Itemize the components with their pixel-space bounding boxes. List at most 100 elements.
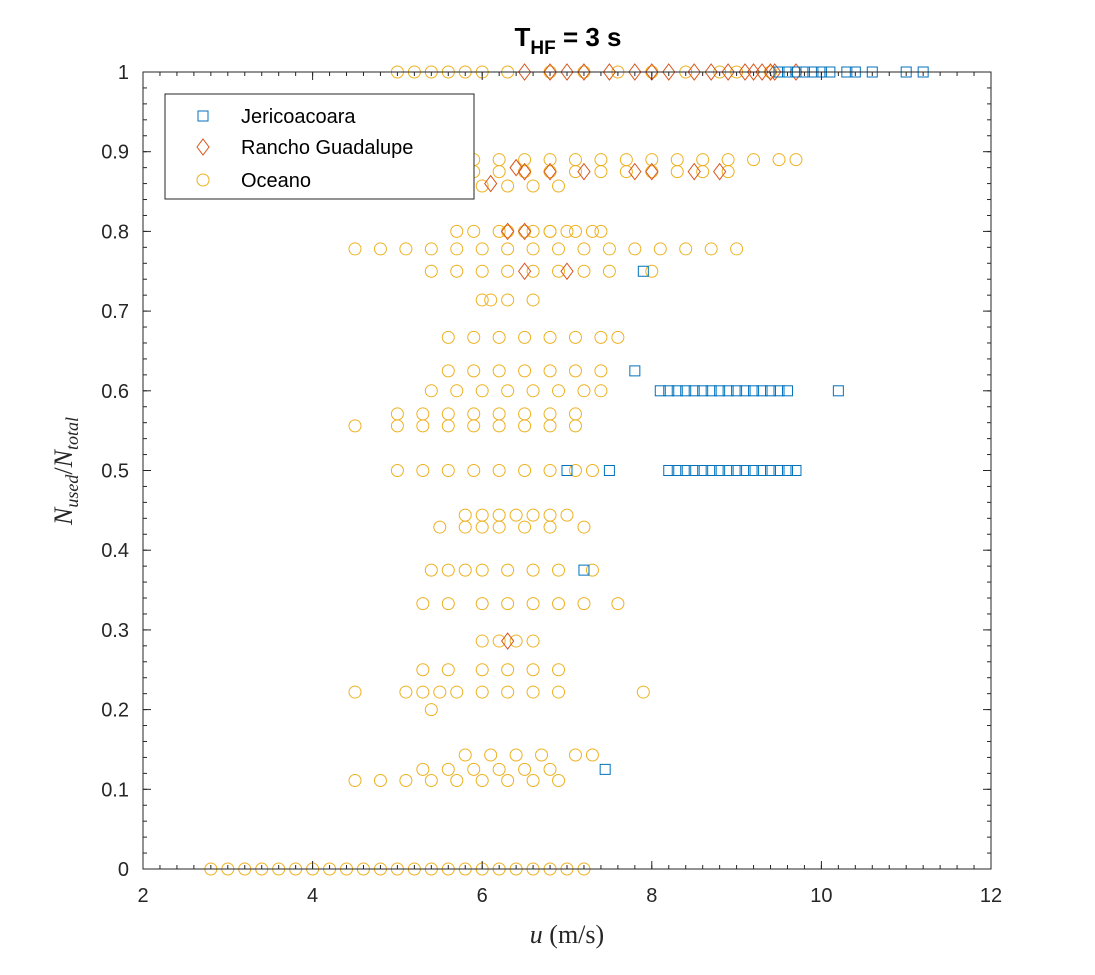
x-tick-label: 4 [307, 885, 318, 907]
point-oceano [560, 224, 574, 238]
point-oceano [636, 685, 650, 699]
point-oceano [552, 264, 566, 278]
point-oceano [348, 774, 362, 788]
point-oceano [475, 264, 489, 278]
point-oceano [585, 563, 599, 577]
point-oceano [373, 242, 387, 256]
point-oceano [645, 165, 659, 179]
point-jericoacoara [663, 385, 675, 397]
point-oceano [518, 407, 532, 421]
point-oceano [594, 330, 608, 344]
point-oceano [416, 762, 430, 776]
point-oceano [467, 330, 481, 344]
point-rancho-guadalupe [602, 63, 617, 81]
point-oceano [526, 634, 540, 648]
point-rancho-guadalupe [704, 63, 718, 81]
point-oceano [577, 384, 591, 398]
point-oceano [424, 242, 438, 256]
point-oceano [585, 224, 599, 238]
point-oceano [543, 165, 557, 179]
point-oceano [526, 685, 540, 699]
point-oceano [543, 330, 557, 344]
point-oceano [526, 264, 540, 278]
y-axis-base1: N [49, 506, 78, 526]
point-rancho-guadalupe [687, 63, 701, 81]
point-rancho-guadalupe [687, 162, 701, 181]
point-oceano [492, 153, 506, 167]
point-jericoacoara [603, 465, 615, 476]
point-oceano [594, 153, 608, 167]
point-oceano [467, 419, 481, 433]
point-oceano [526, 663, 540, 677]
point-oceano [568, 165, 582, 179]
point-jericoacoara [773, 465, 785, 476]
point-oceano [568, 407, 582, 421]
point-oceano [399, 685, 413, 699]
point-oceano [543, 364, 557, 378]
point-rancho-guadalupe [517, 162, 532, 181]
point-rancho-guadalupe [517, 222, 532, 241]
point-oceano [789, 153, 803, 167]
point-oceano [441, 364, 455, 378]
point-jericoacoara [748, 465, 760, 476]
point-oceano [399, 774, 413, 788]
point-jericoacoara [756, 385, 768, 397]
point-oceano [543, 762, 557, 776]
point-oceano [424, 384, 438, 398]
point-oceano [475, 774, 489, 788]
x-tick-label: 2 [137, 885, 148, 907]
point-jericoacoara [637, 265, 649, 277]
point-jericoacoara [773, 385, 785, 397]
point-jericoacoara [688, 465, 700, 476]
point-oceano [670, 153, 684, 167]
point-oceano [450, 685, 464, 699]
point-oceano [501, 597, 515, 611]
point-jericoacoara [671, 385, 683, 397]
point-oceano [492, 224, 506, 238]
x-axis-label: u (m/s) [530, 920, 604, 949]
point-oceano [670, 165, 684, 179]
point-oceano [611, 330, 625, 344]
point-rancho-guadalupe [763, 63, 778, 81]
point-oceano [552, 179, 566, 193]
point-oceano [552, 663, 566, 677]
point-oceano [594, 384, 608, 398]
point-jericoacoara [765, 385, 777, 397]
y-tick-label: 0.3 [101, 620, 129, 642]
point-oceano [492, 165, 506, 179]
y-axis-sep: / [49, 467, 78, 475]
y-tick-label: 0.8 [101, 221, 129, 243]
point-rancho-guadalupe [713, 162, 727, 181]
point-oceano [526, 508, 540, 522]
point-oceano [484, 748, 498, 762]
point-jericoacoara [756, 465, 768, 476]
point-oceano [467, 224, 481, 238]
point-oceano [543, 407, 557, 421]
point-oceano [526, 242, 540, 256]
point-oceano [653, 242, 667, 256]
x-tick-label: 6 [477, 885, 488, 907]
point-oceano [450, 264, 464, 278]
point-oceano [526, 563, 540, 577]
point-oceano [594, 165, 608, 179]
point-oceano [730, 242, 744, 256]
point-oceano [577, 597, 591, 611]
point-oceano [501, 179, 515, 193]
legend-markers [196, 110, 210, 187]
point-oceano [501, 384, 515, 398]
point-oceano [645, 264, 659, 278]
point-oceano [424, 264, 438, 278]
point-oceano [441, 663, 455, 677]
point-oceano [433, 685, 447, 699]
legend: Jericoacoara Rancho Guadalupe Oceano [164, 93, 475, 200]
point-oceano [416, 663, 430, 677]
point-oceano [585, 748, 599, 762]
point-rancho-guadalupe [577, 63, 591, 81]
point-oceano [619, 153, 633, 167]
point-jericoacoara [697, 385, 709, 397]
point-oceano [526, 293, 540, 307]
point-jericoacoara [561, 465, 573, 476]
point-oceano [416, 685, 430, 699]
point-jericoacoara [748, 385, 760, 397]
point-oceano [772, 153, 786, 167]
